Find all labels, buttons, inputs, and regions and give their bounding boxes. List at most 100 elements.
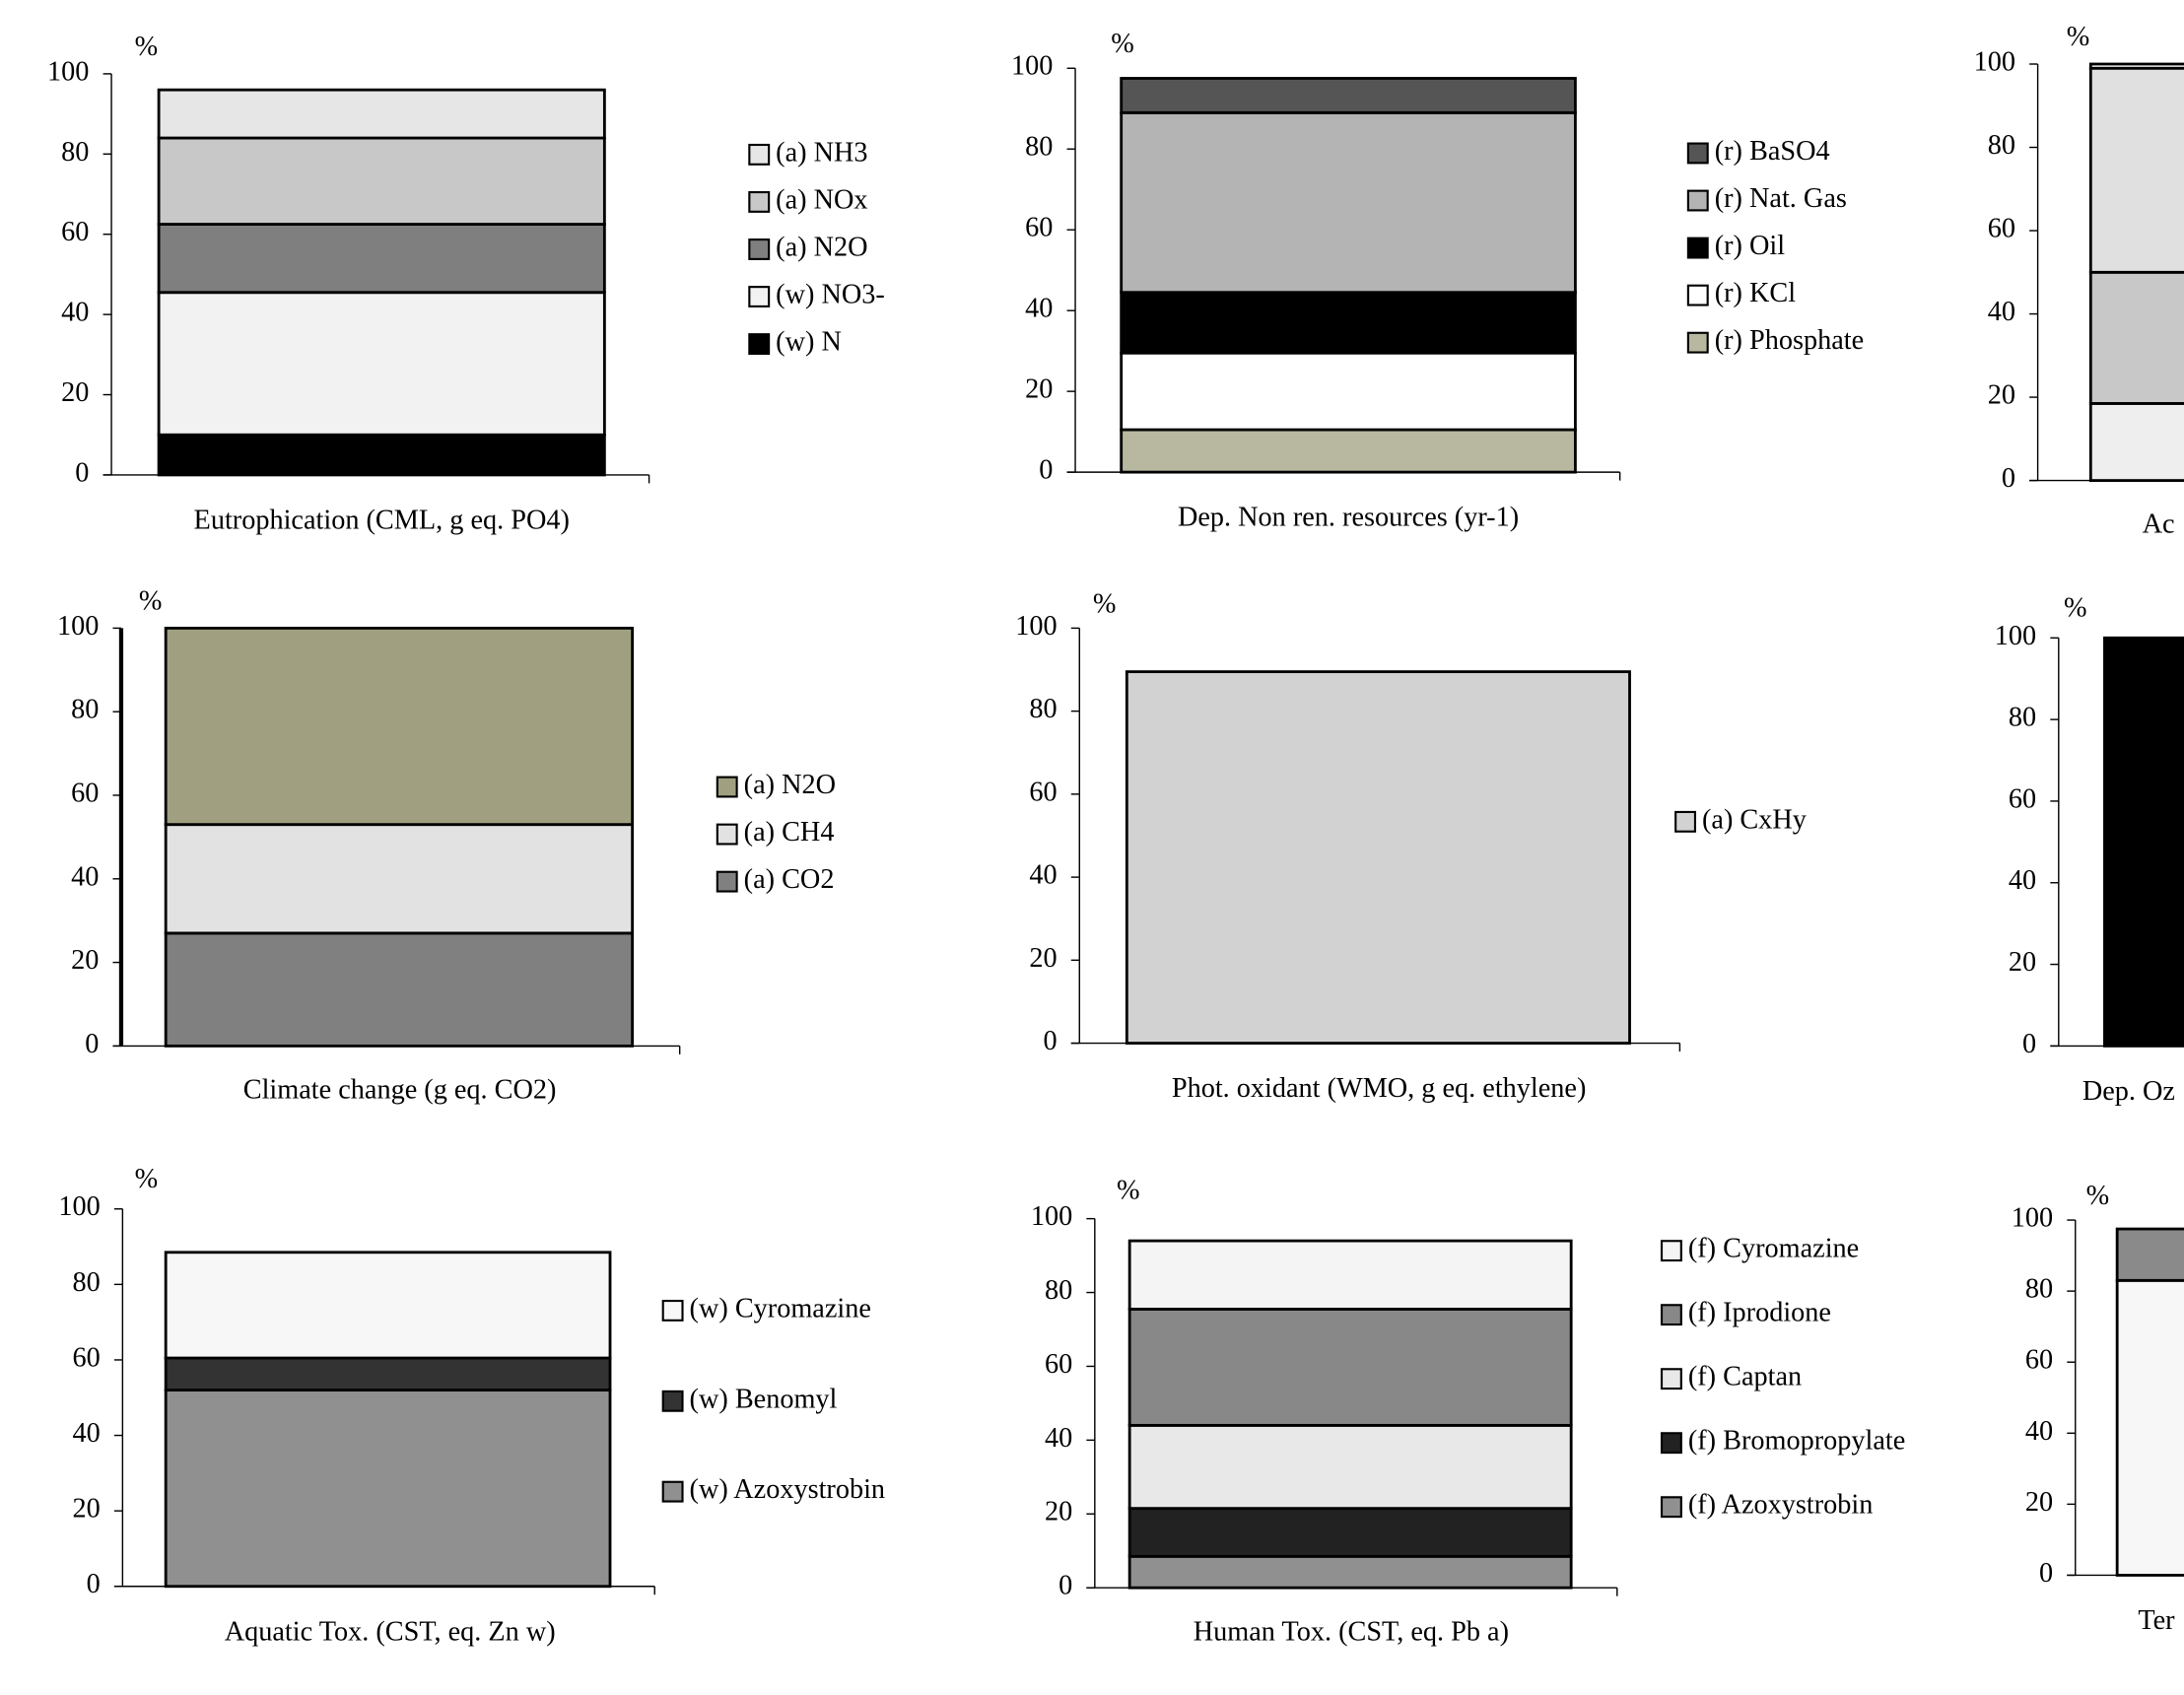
- y-tick-label: 40: [61, 298, 89, 328]
- y-tick-label: 60: [1045, 1349, 1072, 1380]
- y-tick-label: 40: [73, 1418, 101, 1449]
- bar-segment: [2103, 636, 2184, 1048]
- y-tick-label: 80: [1025, 132, 1053, 163]
- bar-segment: [2088, 66, 2184, 274]
- legend-swatch: [1660, 1240, 1682, 1262]
- y-tick-label: 0: [1044, 1026, 1058, 1056]
- y-tick-label: 100: [1015, 611, 1057, 642]
- y-tick-label: 80: [1988, 130, 2015, 161]
- legend-swatch: [1686, 237, 1709, 259]
- legend-label: (w) Benomyl: [690, 1384, 838, 1414]
- legend-swatch: [748, 333, 771, 356]
- bar-segment: [164, 931, 635, 1048]
- x-axis-title: Climate change (g eq. CO2): [243, 1075, 557, 1106]
- y-tick-label: 0: [2002, 463, 2015, 494]
- legend-swatch: [748, 190, 771, 213]
- y-tick-label: 60: [73, 1342, 101, 1373]
- legend-label: (f) Bromopropylate: [1688, 1426, 1905, 1457]
- y-axis-label: %: [1111, 29, 1134, 59]
- y-tick-label: 100: [47, 56, 89, 87]
- y-tick-label: 20: [2025, 1487, 2053, 1518]
- y-tick-label: 0: [87, 1569, 101, 1599]
- legend-swatch: [1686, 189, 1709, 212]
- y-tick-label: 20: [1988, 380, 2015, 411]
- bar-segment: [2088, 270, 2184, 405]
- legend-label: (w) N: [776, 327, 842, 358]
- y-axis-label: %: [135, 32, 159, 62]
- y-tick-label: 40: [1988, 297, 2015, 327]
- legend-label: (f) Iprodione: [1688, 1298, 1831, 1328]
- legend-label: (f) Azoxystrobin: [1688, 1490, 1874, 1521]
- bar-segment: [1127, 1307, 1573, 1427]
- bar-segment: [164, 1389, 612, 1589]
- legend-swatch: [661, 1390, 684, 1412]
- legend-swatch: [1674, 810, 1697, 833]
- legend-label: (w) Cyromazine: [690, 1293, 871, 1323]
- legend-label: (a) CO2: [744, 864, 835, 895]
- y-tick-label: 100: [1011, 51, 1053, 82]
- bar-segment: [1127, 1423, 1573, 1511]
- y-axis-label: %: [2086, 1181, 2110, 1211]
- y-axis-label: %: [1093, 588, 1117, 619]
- y-tick-label: 0: [2039, 1558, 2053, 1589]
- y-tick-label: 0: [75, 457, 89, 488]
- y-tick-label: 20: [2009, 947, 2036, 978]
- legend-label: (w) Azoxystrobin: [690, 1474, 886, 1505]
- y-tick-label: 0: [2022, 1029, 2036, 1059]
- bar-segment: [164, 1356, 612, 1392]
- bar-segment: [157, 433, 606, 477]
- bar-segment: [1120, 110, 1577, 295]
- legend-swatch: [1660, 1496, 1682, 1519]
- y-tick-label: 80: [71, 695, 99, 725]
- y-tick-label: 20: [61, 377, 89, 408]
- legend-swatch: [716, 776, 738, 798]
- x-axis-title: Aquatic Tox. (CST, eq. Zn w): [225, 1616, 556, 1647]
- legend-swatch: [748, 143, 771, 166]
- x-axis-title: Ac: [2143, 509, 2175, 540]
- bar-segment: [157, 88, 606, 140]
- legend-label: (a) N2O: [776, 232, 867, 262]
- x-axis-title: Human Tox. (CST, eq. Pb a): [1194, 1616, 1509, 1647]
- legend-swatch: [1660, 1432, 1682, 1455]
- x-axis-title: Ter: [2138, 1605, 2175, 1636]
- bar-segment: [2115, 1227, 2184, 1282]
- bar-segment: [2115, 1278, 2184, 1577]
- y-tick-label: 60: [2025, 1345, 2053, 1376]
- y-tick-label: 20: [1029, 943, 1057, 974]
- y-tick-label: 40: [2009, 865, 2036, 896]
- legend-label: (a) N2O: [744, 770, 836, 800]
- bar-segment: [1127, 1239, 1573, 1311]
- legend-label: (f) Captan: [1688, 1362, 1802, 1392]
- legend-swatch: [1660, 1368, 1682, 1390]
- legend-label: (a) NOx: [776, 184, 867, 215]
- legend-swatch: [1686, 331, 1709, 354]
- y-tick-label: 0: [1039, 455, 1053, 486]
- legend-label: (r) Phosphate: [1715, 325, 1864, 356]
- legend-label: (a) CxHy: [1702, 804, 1808, 835]
- bar-segment: [1127, 1507, 1573, 1558]
- legend-label: (a) CH4: [744, 817, 835, 848]
- bar-segment: [2088, 62, 2184, 70]
- bar-segment: [1125, 670, 1631, 1045]
- x-axis-title: Eutrophication (CML, g eq. PO4): [194, 505, 570, 535]
- legend-swatch: [716, 870, 738, 893]
- y-tick-label: 40: [2025, 1416, 2053, 1447]
- y-axis-label: %: [135, 1164, 159, 1194]
- y-tick-label: 0: [85, 1029, 99, 1059]
- legend-swatch: [716, 823, 738, 846]
- legend-swatch: [748, 238, 771, 260]
- y-tick-label: 60: [71, 778, 99, 808]
- bar-segment: [164, 626, 635, 827]
- y-tick-label: 20: [73, 1494, 101, 1525]
- bar-segment: [1120, 351, 1577, 432]
- x-axis-title: Dep. Non ren. resources (yr-1): [1178, 503, 1519, 533]
- y-tick-label: 40: [1025, 294, 1053, 324]
- y-tick-label: 60: [61, 217, 89, 247]
- y-tick-label: 60: [1029, 777, 1057, 807]
- bar-segment: [1120, 291, 1577, 355]
- legend-label: (r) Oil: [1715, 231, 1786, 261]
- y-tick-label: 100: [57, 611, 99, 642]
- y-tick-label: 60: [1988, 214, 2015, 244]
- y-tick-label: 80: [1045, 1275, 1072, 1306]
